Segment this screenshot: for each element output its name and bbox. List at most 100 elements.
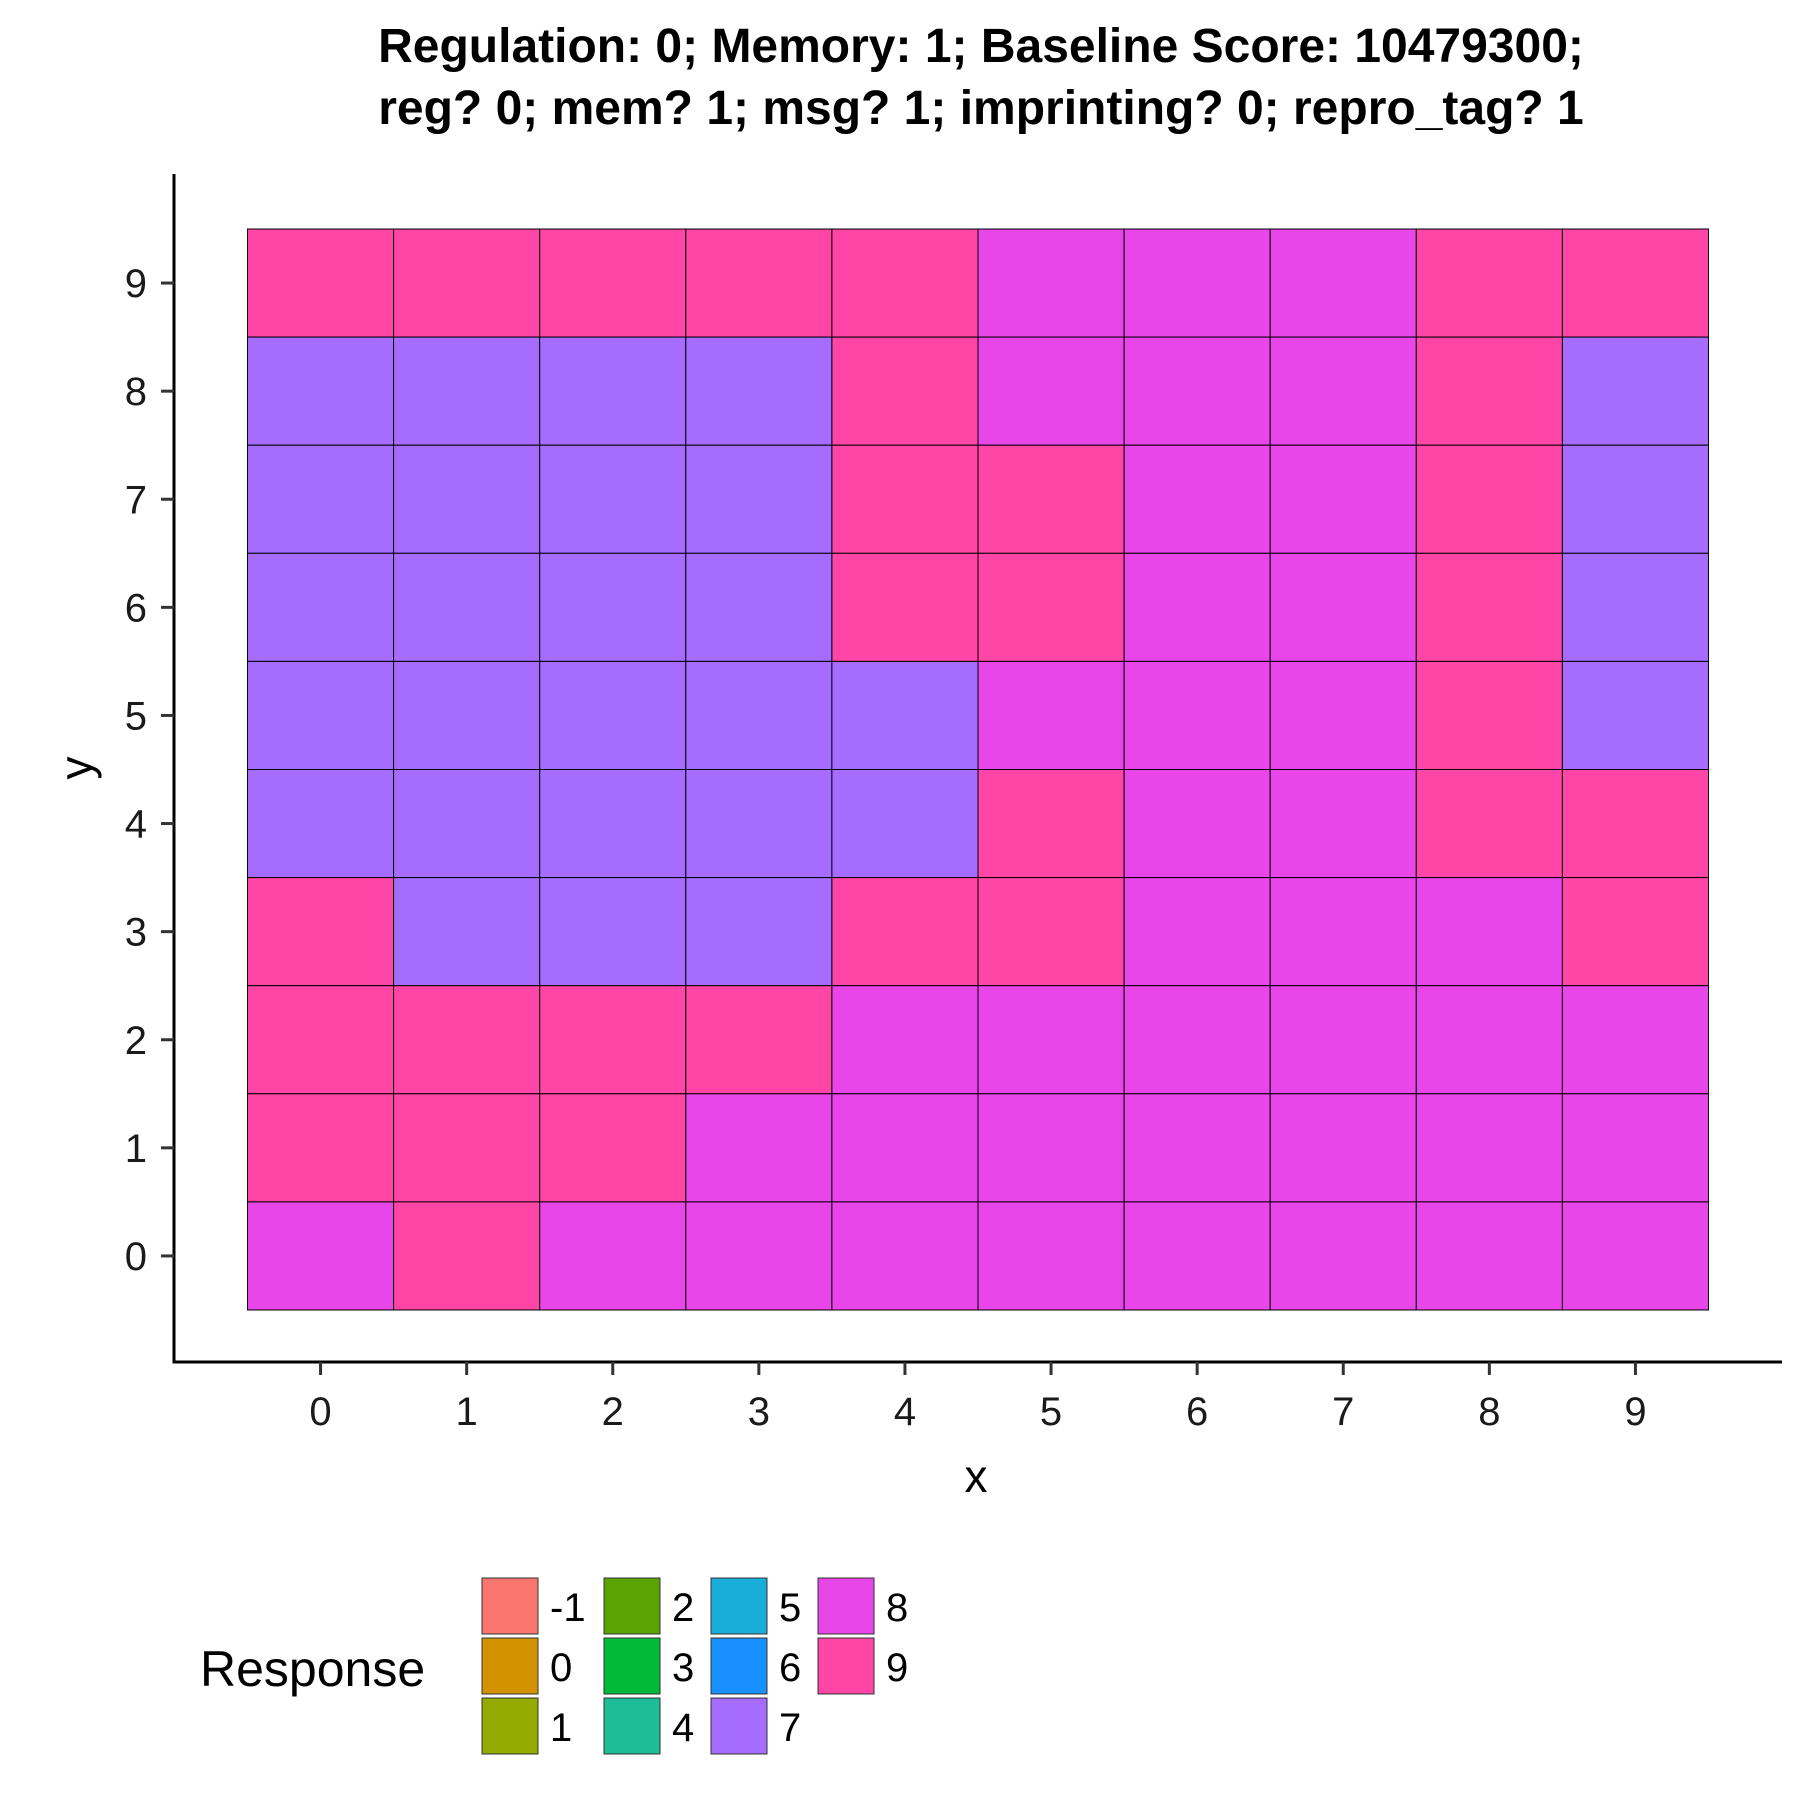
heatmap-cell-x7-y7 <box>1269 444 1417 554</box>
heatmap-cell-x9-y2 <box>1561 985 1710 1095</box>
legend-label-9: 9 <box>886 1646 908 1690</box>
heatmap-cell-x2-y2 <box>539 985 687 1095</box>
y-axis-label: y <box>50 757 102 780</box>
x-tick-label-3: 3 <box>748 1390 770 1434</box>
y-tick-label-8: 8 <box>125 370 147 414</box>
heatmap-cell-x9-y0 <box>1561 1201 1710 1311</box>
x-tick-label-1: 1 <box>456 1390 478 1434</box>
legend-swatch-5 <box>710 1577 768 1635</box>
heatmap-cell-x5-y9 <box>977 228 1125 338</box>
x-tick-label-9: 9 <box>1624 1390 1646 1434</box>
legend-swatch-1 <box>481 1697 539 1755</box>
heatmap-cells <box>247 228 1710 1311</box>
legend-label-3: 3 <box>672 1646 694 1690</box>
legend-label-8: 8 <box>886 1586 908 1630</box>
heatmap-cell-x4-y4 <box>831 769 979 879</box>
heatmap-cell-x0-y4 <box>247 769 395 879</box>
legend-label-1: 1 <box>550 1706 572 1750</box>
heatmap-cell-x5-y8 <box>977 336 1125 446</box>
heatmap-cell-x2-y8 <box>539 336 687 446</box>
y-tick-label-5: 5 <box>125 694 147 738</box>
heatmap-cell-x6-y2 <box>1123 985 1271 1095</box>
x-tick-label-6: 6 <box>1186 1390 1208 1434</box>
heatmap-cell-x2-y3 <box>539 877 687 987</box>
heatmap-cell-x1-y5 <box>393 660 541 771</box>
heatmap-cell-x8-y6 <box>1415 552 1563 662</box>
y-tick-label-2: 2 <box>125 1019 147 1063</box>
heatmap-cell-x4-y3 <box>831 877 979 987</box>
heatmap-cell-x4-y1 <box>831 1093 979 1203</box>
heatmap-cell-x0-y2 <box>247 985 395 1095</box>
x-tick-label-5: 5 <box>1040 1390 1062 1434</box>
legend-label-0: 0 <box>550 1646 572 1690</box>
heatmap-cell-x1-y1 <box>393 1093 541 1203</box>
heatmap-cell-x7-y0 <box>1269 1201 1417 1311</box>
y-tick-label-0: 0 <box>125 1235 147 1279</box>
legend-swatch-4 <box>603 1697 661 1755</box>
legend-label-2: 2 <box>672 1586 694 1630</box>
heatmap-cell-x6-y5 <box>1123 660 1271 771</box>
heatmap-cell-x5-y5 <box>977 660 1125 771</box>
heatmap-cell-x8-y0 <box>1415 1201 1563 1311</box>
legend-label-4: 4 <box>672 1706 694 1750</box>
heatmap-cell-x7-y9 <box>1269 228 1417 338</box>
heatmap-cell-x3-y3 <box>685 877 833 987</box>
heatmap-cell-x8-y3 <box>1415 877 1563 987</box>
title-line-2: reg? 0; mem? 1; msg? 1; imprinting? 0; r… <box>378 82 1584 135</box>
x-tick-label-0: 0 <box>309 1390 331 1434</box>
legend-swatch-0 <box>481 1637 539 1695</box>
heatmap-cell-x7-y5 <box>1269 660 1417 771</box>
heatmap-cell-x6-y0 <box>1123 1201 1271 1311</box>
heatmap-cell-x5-y6 <box>977 552 1125 662</box>
legend-swatch-8 <box>817 1577 875 1635</box>
legend-swatch-6 <box>710 1637 768 1695</box>
heatmap-cell-x9-y1 <box>1561 1093 1710 1203</box>
heatmap-cell-x8-y4 <box>1415 769 1563 879</box>
heatmap-cell-x3-y4 <box>685 769 833 879</box>
heatmap-cell-x2-y7 <box>539 444 687 554</box>
heatmap-cell-x1-y7 <box>393 444 541 554</box>
x-tick-label-2: 2 <box>602 1390 624 1434</box>
legend-swatch-2 <box>603 1577 661 1635</box>
y-tick-label-1: 1 <box>125 1127 147 1171</box>
y-tick-label-7: 7 <box>125 478 147 522</box>
heatmap-cell-x7-y2 <box>1269 985 1417 1095</box>
heatmap-cell-x5-y1 <box>977 1093 1125 1203</box>
heatmap-cell-x1-y0 <box>393 1201 541 1311</box>
title-line-1: Regulation: 0; Memory: 1; Baseline Score… <box>378 20 1584 73</box>
heatmap-cell-x6-y7 <box>1123 444 1271 554</box>
heatmap-cell-x6-y8 <box>1123 336 1271 446</box>
heatmap-cell-x2-y4 <box>539 769 687 879</box>
heatmap-cell-x9-y3 <box>1561 877 1710 987</box>
heatmap-cell-x1-y6 <box>393 552 541 662</box>
x-tick-label-4: 4 <box>894 1390 916 1434</box>
heatmap-cell-x8-y7 <box>1415 444 1563 554</box>
heatmap-cell-x0-y7 <box>247 444 395 554</box>
y-tick-label-4: 4 <box>125 803 147 847</box>
heatmap-cell-x2-y6 <box>539 552 687 662</box>
legend-swatch-9 <box>817 1637 875 1695</box>
heatmap-cell-x0-y6 <box>247 552 395 662</box>
heatmap-cell-x2-y5 <box>539 660 687 771</box>
legend: Response -1 0 1 2 3 4 5 6 7 8 9 <box>200 1577 908 1755</box>
legend-swatch-3 <box>603 1637 661 1695</box>
heatmap-cell-x8-y8 <box>1415 336 1563 446</box>
heatmap-cell-x4-y7 <box>831 444 979 554</box>
heatmap-cell-x6-y3 <box>1123 877 1271 987</box>
heatmap-cell-x1-y3 <box>393 877 541 987</box>
legend-label-7: 7 <box>779 1706 801 1750</box>
legend-title: Response <box>200 1641 425 1697</box>
heatmap-cell-x5-y4 <box>977 769 1125 879</box>
heatmap-cell-x6-y6 <box>1123 552 1271 662</box>
chart-title: Regulation: 0; Memory: 1; Baseline Score… <box>378 20 1584 135</box>
heatmap-cell-x2-y1 <box>539 1093 687 1203</box>
heatmap-cell-x0-y3 <box>247 877 395 987</box>
heatmap-cell-x3-y9 <box>685 228 833 338</box>
heatmap-cell-x3-y1 <box>685 1093 833 1203</box>
heatmap-cell-x6-y4 <box>1123 769 1271 879</box>
y-axis-ticks: 0 1 2 3 4 5 6 7 8 9 <box>125 262 174 1279</box>
heatmap-cell-x3-y8 <box>685 336 833 446</box>
x-tick-label-8: 8 <box>1478 1390 1500 1434</box>
y-tick-label-9: 9 <box>125 262 147 306</box>
